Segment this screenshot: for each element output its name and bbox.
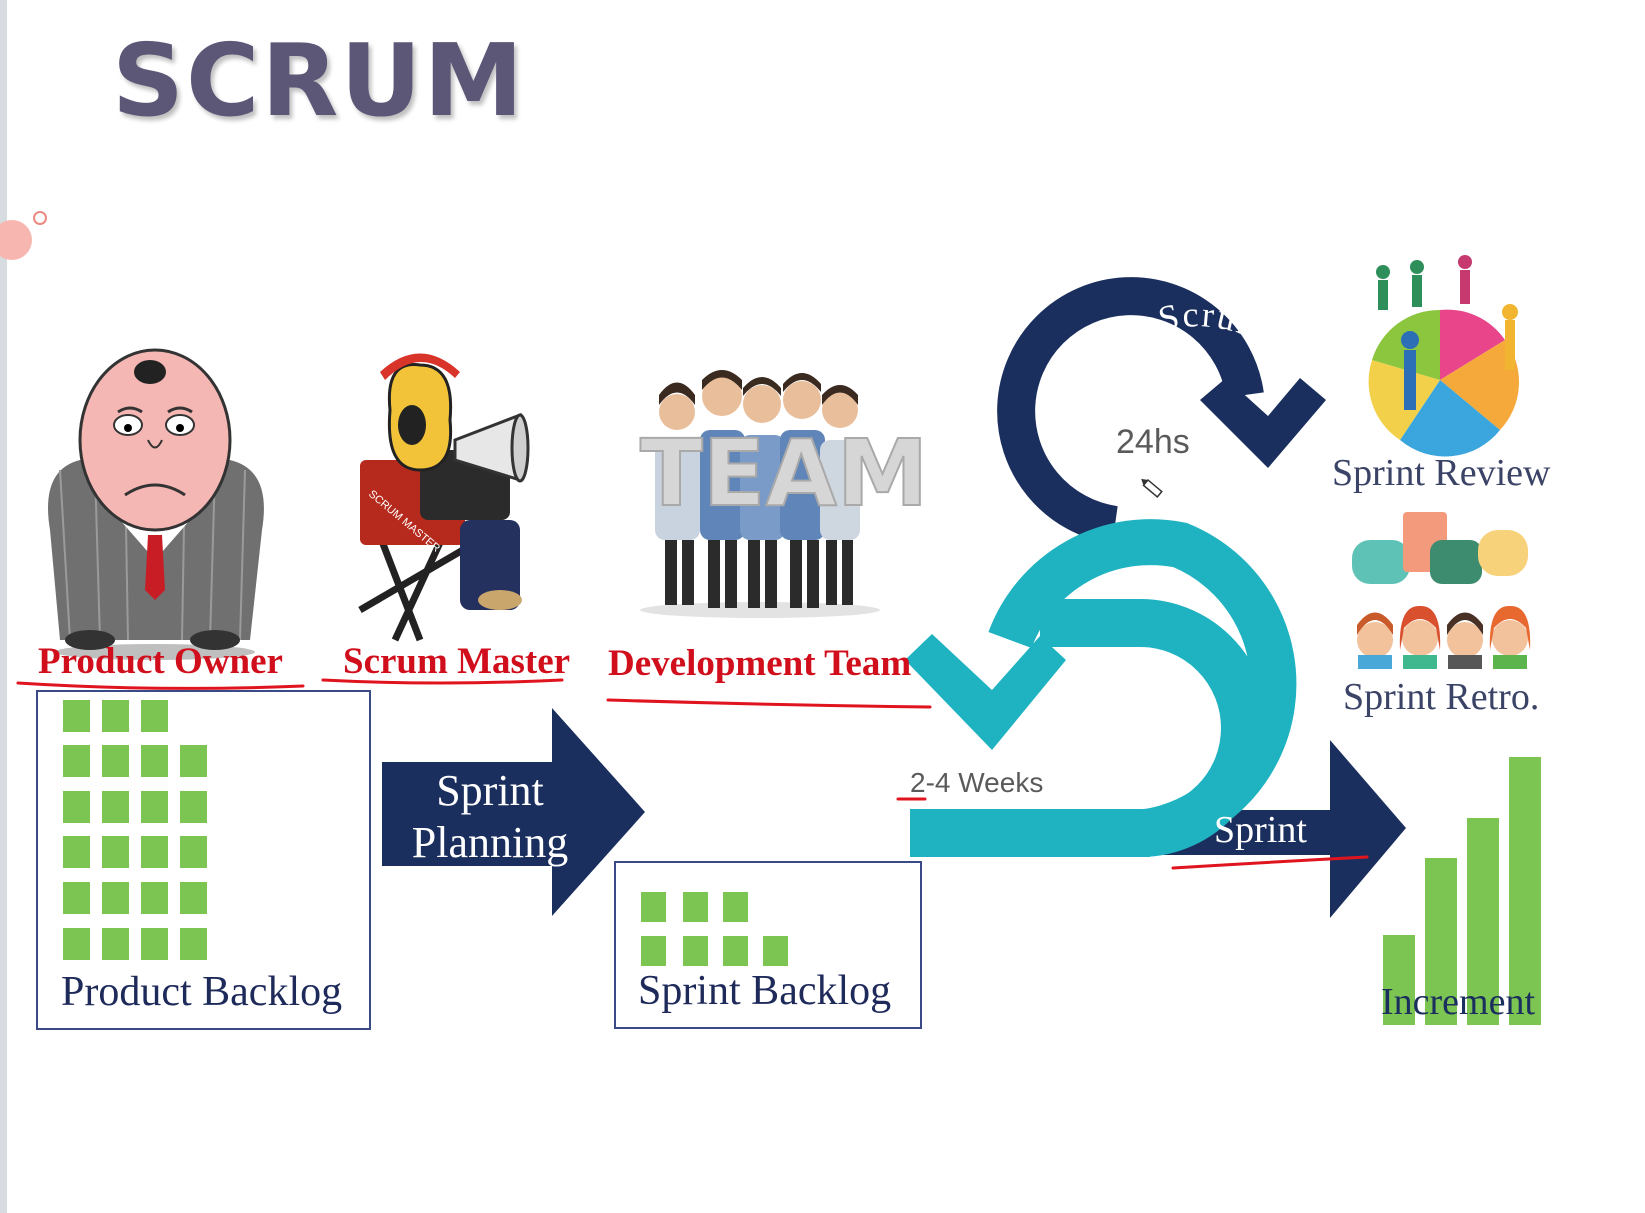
backlog-item [63, 791, 90, 823]
backlog-item [63, 928, 90, 960]
sprint-backlog-item [763, 936, 788, 966]
sprint-backlog-item [723, 892, 748, 922]
sprint-arrow [1045, 740, 1406, 918]
backlog-item [180, 882, 207, 914]
backlog-item [63, 882, 90, 914]
increment-label: Increment [1381, 981, 1536, 1023]
sprint-backlog-item [641, 892, 666, 922]
daily-hours-label: 24hs [1116, 423, 1190, 461]
backlog-item [102, 836, 129, 868]
backlog-item [102, 745, 129, 777]
backlog-item [141, 745, 168, 777]
backlog-item [102, 791, 129, 823]
backlog-item [180, 791, 207, 823]
people-pie-chart-icon [1368, 255, 1520, 457]
product-backlog-label: Product Backlog [61, 969, 343, 1015]
increment-bars [1383, 757, 1541, 1025]
scrum-master-label: Scrum Master [343, 641, 571, 682]
backlog-item [141, 836, 168, 868]
sprint-review-label: Sprint Review [1332, 452, 1551, 494]
increment-bar [1383, 935, 1415, 1025]
daily-scrum-loop: Daily Scrum [997, 277, 1326, 544]
red-annotations [16, 678, 1369, 870]
sprint-backlog-item [683, 936, 708, 966]
product-owner-label: Product Owner [38, 641, 283, 682]
sprint-planning-line1: Sprint [436, 766, 544, 815]
chat-people-icon [1352, 512, 1531, 669]
sprint-backlog-item [683, 892, 708, 922]
backlog-item [141, 700, 168, 732]
backlog-item [102, 928, 129, 960]
sprint-cycle-loop [905, 519, 1297, 857]
increment-bar [1425, 858, 1457, 1025]
team-people-icon: TEAM [639, 370, 929, 618]
backlog-item [180, 836, 207, 868]
backlog-item [180, 928, 207, 960]
backlog-item [180, 745, 207, 777]
sprint-planning-label: Sprint Planning [400, 765, 580, 869]
team-sign: TEAM [640, 420, 928, 527]
backlog-item [63, 700, 90, 732]
sprint-backlog-label: Sprint Backlog [638, 968, 892, 1014]
product-backlog-box: Product Backlog [36, 690, 371, 1030]
backlog-item [141, 928, 168, 960]
increment-bar [1509, 757, 1541, 1025]
backlog-item [102, 700, 129, 732]
slide-marker-icon [0, 211, 47, 260]
sprint-backlog-item [641, 936, 666, 966]
backlog-item [102, 882, 129, 914]
increment-bar [1467, 818, 1499, 1025]
development-team-label: Development Team [608, 643, 912, 684]
sprint-label: Sprint [1214, 809, 1307, 851]
scrum-master-megaphone-icon: SCRUM MASTER [358, 353, 530, 642]
backlog-item [141, 882, 168, 914]
backlog-item [141, 791, 168, 823]
sprint-length-label: 2-4 Weeks [910, 767, 1044, 798]
boss-character-icon [48, 348, 264, 660]
backlog-item [63, 745, 90, 777]
slide-title: SCRUM [112, 22, 526, 139]
backlog-item [63, 836, 90, 868]
sprint-backlog-item [723, 936, 748, 966]
pencil-cursor-icon [1141, 478, 1163, 498]
sprint-retro-label: Sprint Retro. [1343, 676, 1540, 718]
sprint-backlog-box: Sprint Backlog [614, 861, 922, 1029]
slide-edge [0, 0, 7, 1213]
sprint-planning-line2: Planning [411, 818, 569, 867]
sprint-planning-arrow [382, 708, 645, 916]
